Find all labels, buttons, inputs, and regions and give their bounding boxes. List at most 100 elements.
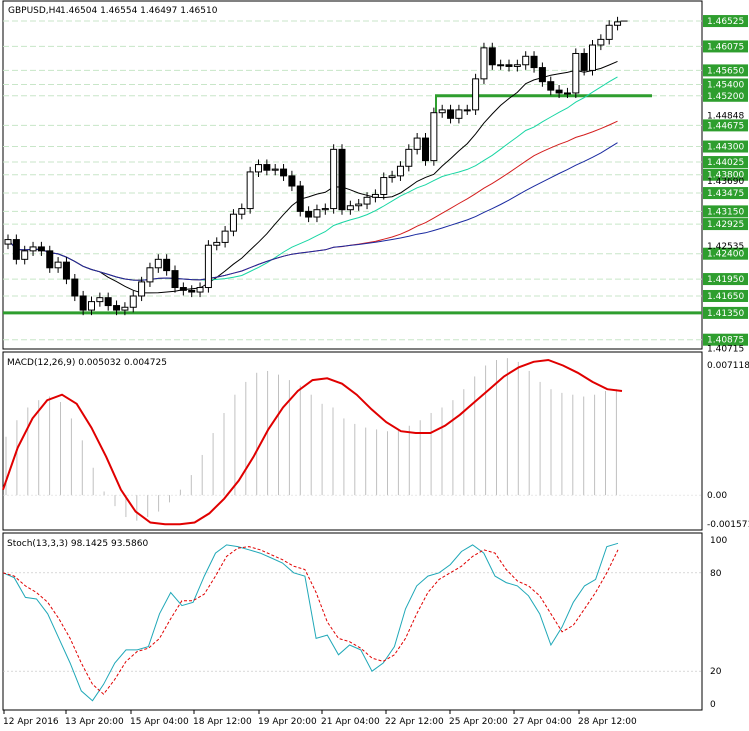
candle-body	[513, 64, 521, 67]
time-label: 25 Apr 20:00	[449, 717, 508, 727]
candle-body	[396, 165, 404, 177]
price-label-bg	[703, 156, 748, 169]
price-label: 1.43150	[707, 207, 744, 217]
time-label: 28 Apr 12:00	[578, 717, 637, 727]
price-label: 1.41650	[707, 292, 744, 302]
price-label: 1.40875	[707, 336, 744, 346]
candle-body	[221, 230, 229, 243]
candle-body	[280, 168, 288, 177]
stoch-tick-label: 20	[710, 667, 722, 677]
candle-body	[313, 209, 321, 218]
price-label-bg	[703, 333, 748, 346]
candle-body	[138, 281, 146, 297]
candle-body	[163, 258, 171, 272]
macd-indicator	[2, 358, 702, 526]
time-label: 15 Apr 04:00	[130, 717, 189, 727]
candle-body	[188, 289, 196, 293]
candle-body	[597, 38, 605, 46]
price-label: 1.45200	[707, 92, 744, 102]
candle-body	[54, 261, 62, 269]
candle-body	[355, 203, 363, 207]
stoch-tick-label: 80	[710, 569, 722, 579]
price-label-bg	[703, 289, 748, 302]
price-label: 1.44025	[707, 158, 744, 168]
price-tick-label: 1.44848	[707, 112, 744, 122]
candle-body	[229, 213, 237, 232]
price-label: 1.44675	[707, 121, 744, 131]
time-label: 21 Apr 04:00	[321, 717, 380, 727]
price-label: 1.45650	[707, 66, 744, 76]
candle-body	[463, 109, 471, 112]
candle-body	[171, 270, 179, 289]
candle-body	[380, 177, 388, 195]
candle-body	[37, 246, 45, 252]
price-label-bg	[703, 78, 748, 91]
candle-body	[530, 55, 538, 69]
price-label: 1.45400	[707, 80, 744, 90]
candle-body	[213, 241, 221, 246]
macd-signal-line	[2, 358, 623, 526]
candle-body	[4, 239, 12, 245]
candle-body	[154, 258, 162, 269]
time-label: 22 Apr 12:00	[385, 717, 444, 727]
time-axis-labels: 12 Apr 2016 13 Apr 20:00 15 Apr 04:00 18 Ap…	[3, 710, 637, 727]
time-label: 27 Apr 04:00	[513, 717, 572, 727]
candle-body	[204, 244, 212, 289]
macd-pane[interactable]	[2, 351, 703, 531]
candle-body	[271, 168, 279, 171]
candle-body	[538, 67, 546, 83]
price-label-bg	[703, 205, 748, 218]
candle-body	[388, 175, 396, 179]
price-label-bg	[703, 64, 748, 77]
candle-body	[555, 89, 563, 94]
candle-body	[46, 250, 54, 269]
price-tick-label: 1.42535	[707, 242, 744, 252]
price-label-bg	[703, 247, 748, 260]
time-label: 12 Apr 2016	[3, 717, 59, 727]
stochastic-indicator	[2, 542, 702, 702]
symbol-label: GBPUSD,H4	[8, 6, 61, 16]
candle-body	[522, 55, 530, 66]
stoch-title: Stoch(13,3,3) 98.1425 93.5860	[7, 539, 148, 549]
price-label-bg	[703, 273, 748, 286]
candle-body	[21, 250, 29, 260]
candle-body	[346, 205, 354, 211]
candle-body	[455, 109, 463, 119]
candle-body	[104, 297, 112, 307]
price-label: 1.44300	[707, 143, 744, 153]
price-label: 1.42925	[707, 220, 744, 230]
candle-body	[79, 295, 87, 311]
candle-body	[255, 164, 262, 173]
ohlc-readout: 1.46504 1.46554 1.46497 1.46510	[60, 6, 218, 16]
price-label: 1.43475	[707, 189, 744, 199]
candle-body	[113, 305, 121, 311]
candle-body	[246, 171, 254, 210]
candle-body	[563, 92, 571, 95]
price-label-bg	[703, 89, 748, 102]
price-label-bg	[703, 187, 748, 200]
candle-body	[580, 52, 588, 71]
stoch-pane[interactable]	[2, 532, 703, 711]
candle-body	[605, 24, 613, 40]
candle-body	[438, 109, 446, 114]
candle-body	[12, 239, 20, 260]
price-label-bg	[703, 140, 748, 153]
time-label: 13 Apr 20:00	[65, 717, 124, 727]
candle-body	[547, 81, 555, 91]
price-label-bg	[703, 168, 748, 181]
price-label-bg	[703, 40, 748, 53]
candle-body	[96, 297, 104, 303]
price-level-lines	[3, 94, 702, 315]
price-label: 1.41950	[707, 275, 744, 285]
candle-body	[497, 64, 505, 67]
macd-tick-label: 0.007118	[707, 361, 749, 371]
moving-averages	[7, 60, 618, 294]
candle-body	[430, 112, 438, 162]
price-tick-label: 1.43690	[707, 177, 744, 187]
candle-body	[413, 137, 421, 150]
candle-body	[371, 193, 379, 198]
candlesticks	[4, 16, 628, 316]
candle-body	[71, 278, 79, 297]
candle-body	[238, 208, 246, 215]
